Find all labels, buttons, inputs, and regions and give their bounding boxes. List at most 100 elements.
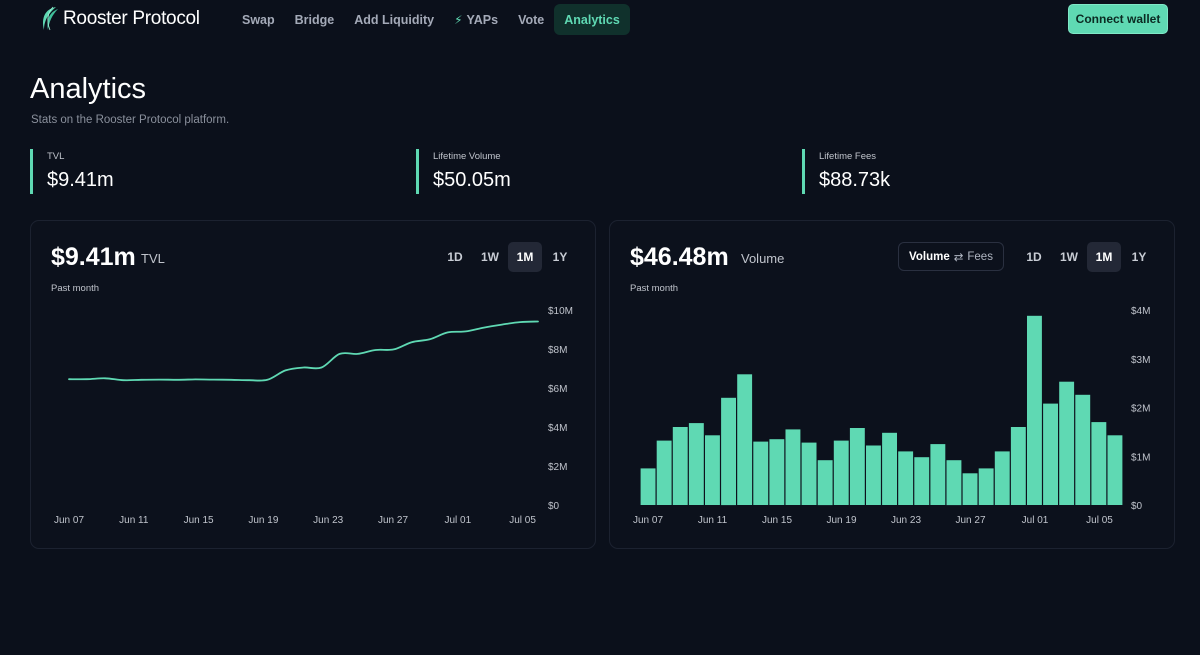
volume-range-selector: 1D 1W 1M 1Y [1016, 242, 1156, 272]
x-tick-label: Jun 07 [633, 515, 663, 526]
volume-bar[interactable] [769, 439, 785, 505]
x-tick-label: Jul 01 [444, 515, 471, 526]
volume-bar[interactable] [785, 429, 801, 505]
stat-tvl: TVL $9.41m [30, 149, 114, 194]
x-tick-label: Jul 05 [1086, 515, 1113, 526]
y-tick-label: $0 [548, 501, 560, 512]
volume-bar[interactable] [1059, 381, 1075, 505]
tvl-chart: $0 $2M $4M $6M $8M $10M Jun 07 Jun 11 Jun 15 Jun … [54, 306, 573, 526]
stat-value: $88.73k [819, 169, 891, 191]
stat-lifetime-volume: Lifetime Volume $50.05m [416, 149, 511, 194]
page-title: Analytics [30, 73, 147, 105]
nav-swap[interactable]: Swap [242, 12, 275, 27]
nav-add-liquidity[interactable]: Add Liquidity [354, 12, 435, 27]
x-tick-label: Jun 07 [54, 515, 84, 526]
volume-bar[interactable] [946, 460, 962, 506]
y-tick-label: $0 [1131, 501, 1143, 512]
nav-links: Swap Bridge Add Liquidity ⚡︎ YAPs Vote An… [232, 4, 630, 35]
volume-card-unit: Volume [741, 251, 785, 266]
volume-bar[interactable] [753, 441, 769, 505]
y-tick-label: $2M [548, 462, 567, 473]
range-1m[interactable]: 1M [508, 242, 542, 272]
y-tick-label: $6M [548, 384, 567, 395]
connect-wallet-button[interactable]: Connect wallet [1068, 4, 1168, 34]
y-tick-label: $3M [1131, 355, 1150, 366]
volume-bar[interactable] [721, 397, 736, 506]
x-tick-label: Jul 05 [509, 515, 536, 526]
y-tick-label: $1M [1131, 452, 1150, 463]
volume-bar[interactable] [1107, 435, 1123, 505]
y-tick-label: $8M [548, 345, 567, 356]
rooster-logo-icon [43, 6, 58, 31]
logo[interactable]: Rooster Protocol [40, 6, 200, 32]
volume-bar[interactable] [833, 440, 849, 505]
volume-bar[interactable] [914, 457, 930, 505]
volume-bar[interactable] [801, 442, 817, 505]
volume-bar[interactable] [688, 423, 704, 505]
x-tick-label: Jun 27 [378, 515, 408, 526]
tvl-card-unit: TVL [141, 251, 165, 266]
volume-bar[interactable] [849, 428, 865, 505]
volume-card-period: Past month [630, 283, 679, 294]
stat-value: $50.05m [433, 169, 511, 191]
volume-bar[interactable] [978, 468, 994, 505]
volume-bar[interactable] [1027, 315, 1042, 505]
logo-text: Rooster Protocol [63, 8, 200, 29]
volume-fees-toggle[interactable]: Volume ⇄ Fees [898, 242, 1004, 271]
page-subtitle: Stats on the Rooster Protocol platform. [31, 114, 230, 126]
volume-bar[interactable] [898, 451, 914, 505]
y-tick-label: $4M [548, 423, 567, 434]
nav-yaps-label: YAPs [466, 12, 499, 27]
volume-bar[interactable] [656, 440, 672, 505]
volume-bar[interactable] [962, 473, 978, 505]
tvl-range-selector: 1D 1W 1M 1Y [437, 242, 577, 272]
volume-bar[interactable] [1043, 403, 1058, 505]
volume-card: $0 $1M $2M $3M $4M Jun 07 Jun 11 Jun 15 Jun 19 Ju… [609, 220, 1175, 549]
y-tick-label: $4M [1131, 306, 1150, 317]
nav-yaps[interactable]: ⚡︎ YAPs [444, 4, 508, 35]
x-tick-label: Jun 19 [826, 515, 856, 526]
x-tick-label: Jun 19 [248, 515, 278, 526]
toggle-fees-label: Fees [967, 250, 993, 263]
range-1m[interactable]: 1M [1087, 242, 1121, 272]
range-1w[interactable]: 1W [481, 250, 499, 264]
volume-card-value: $46.48m [630, 243, 729, 271]
volume-bar[interactable] [705, 435, 720, 505]
stat-label: Lifetime Fees [819, 151, 877, 162]
stat-label: Lifetime Volume [433, 151, 501, 162]
volume-bar[interactable] [930, 444, 946, 505]
volume-bar[interactable] [994, 451, 1010, 505]
stat-value: $9.41m [47, 169, 114, 191]
x-tick-label: Jun 11 [698, 515, 728, 526]
swap-arrows-icon: ⇄ [953, 251, 964, 264]
x-tick-label: Jul 01 [1022, 515, 1049, 526]
volume-bar[interactable] [882, 432, 897, 505]
nav-bridge[interactable]: Bridge [294, 12, 335, 27]
nav-vote[interactable]: Vote [518, 12, 545, 27]
x-tick-label: Jun 15 [762, 515, 792, 526]
tvl-series-line [68, 320, 539, 382]
volume-bar[interactable] [866, 445, 881, 506]
x-tick-label: Jun 23 [313, 515, 343, 526]
range-1d[interactable]: 1D [447, 250, 463, 264]
volume-bar[interactable] [737, 374, 753, 505]
volume-bar[interactable] [1075, 394, 1091, 505]
range-1w[interactable]: 1W [1060, 250, 1078, 264]
range-1y[interactable]: 1Y [1131, 250, 1147, 264]
stat-lifetime-fees: Lifetime Fees $88.73k [802, 149, 890, 194]
x-tick-label: Jun 15 [184, 515, 214, 526]
nav-analytics[interactable]: Analytics [554, 4, 630, 35]
range-1d[interactable]: 1D [1026, 250, 1042, 264]
tvl-card: $0 $2M $4M $6M $8M $10M Jun 07 Jun 11 Jun 15 Jun … [30, 220, 596, 549]
volume-bar[interactable] [1010, 427, 1026, 505]
y-tick-label: $10M [548, 306, 573, 317]
y-tick-label: $2M [1131, 404, 1150, 415]
toggle-volume-label: Volume [909, 250, 950, 263]
volume-bar[interactable] [1091, 422, 1107, 505]
range-1y[interactable]: 1Y [552, 250, 568, 264]
top-nav: Rooster Protocol Swap Bridge Add Liquidi… [0, 0, 1200, 38]
tvl-card-value: $9.41m [51, 243, 136, 271]
volume-bar[interactable] [817, 460, 833, 506]
volume-bar[interactable] [672, 427, 688, 505]
volume-bar[interactable] [640, 468, 656, 505]
